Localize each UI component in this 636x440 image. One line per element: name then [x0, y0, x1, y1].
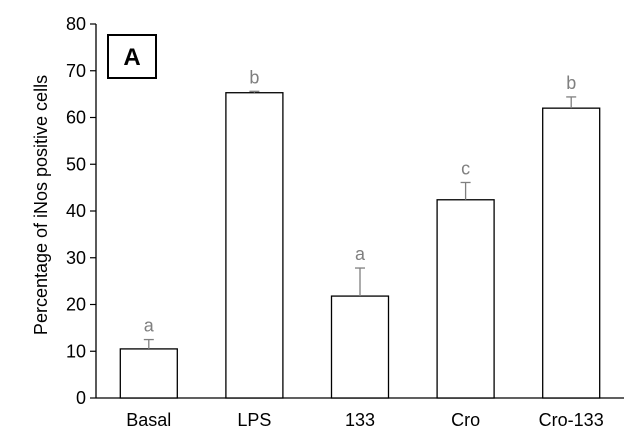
x-tick-label: Cro-133	[539, 410, 604, 430]
bar	[119, 348, 178, 399]
significance-label: a	[355, 244, 366, 264]
x-ticks: Basal LPS 133 Cro Cro-133	[126, 410, 603, 430]
significance-label: a	[144, 316, 155, 336]
significance-label: b	[566, 73, 576, 93]
bar	[225, 92, 284, 399]
y-tick-label: 70	[66, 61, 86, 81]
bars	[119, 92, 601, 399]
bar	[542, 107, 601, 399]
x-tick-label: Cro	[451, 410, 480, 430]
panel-label-frame	[107, 34, 157, 79]
y-ticks: 0 10 20 30 40 50 60 70 80	[66, 14, 96, 408]
bar	[330, 295, 390, 399]
panel-label: A	[123, 44, 140, 71]
x-tick-label: 133	[345, 410, 375, 430]
y-tick-label: 0	[76, 388, 86, 408]
panel-label-box: A	[107, 34, 157, 79]
y-tick-label: 30	[66, 248, 86, 268]
error-bars	[143, 90, 577, 349]
x-tick-label: Basal	[126, 410, 171, 430]
bar	[436, 199, 495, 399]
y-tick-label: 60	[66, 108, 86, 128]
significance-label: c	[461, 158, 470, 178]
y-axis-label: Percentage of iNos positive cells	[31, 75, 51, 335]
y-tick-label: 80	[66, 14, 86, 34]
x-tick-label: LPS	[237, 410, 271, 430]
y-tick-label: 50	[66, 154, 86, 174]
y-tick-label: 10	[66, 341, 86, 361]
significance-label: b	[249, 67, 259, 87]
y-tick-label: 20	[66, 295, 86, 315]
y-tick-label: 40	[66, 201, 86, 221]
y-axis-label-group: Percentage of iNos positive cells	[31, 75, 51, 335]
significance-labels: a b a c b	[144, 67, 576, 335]
